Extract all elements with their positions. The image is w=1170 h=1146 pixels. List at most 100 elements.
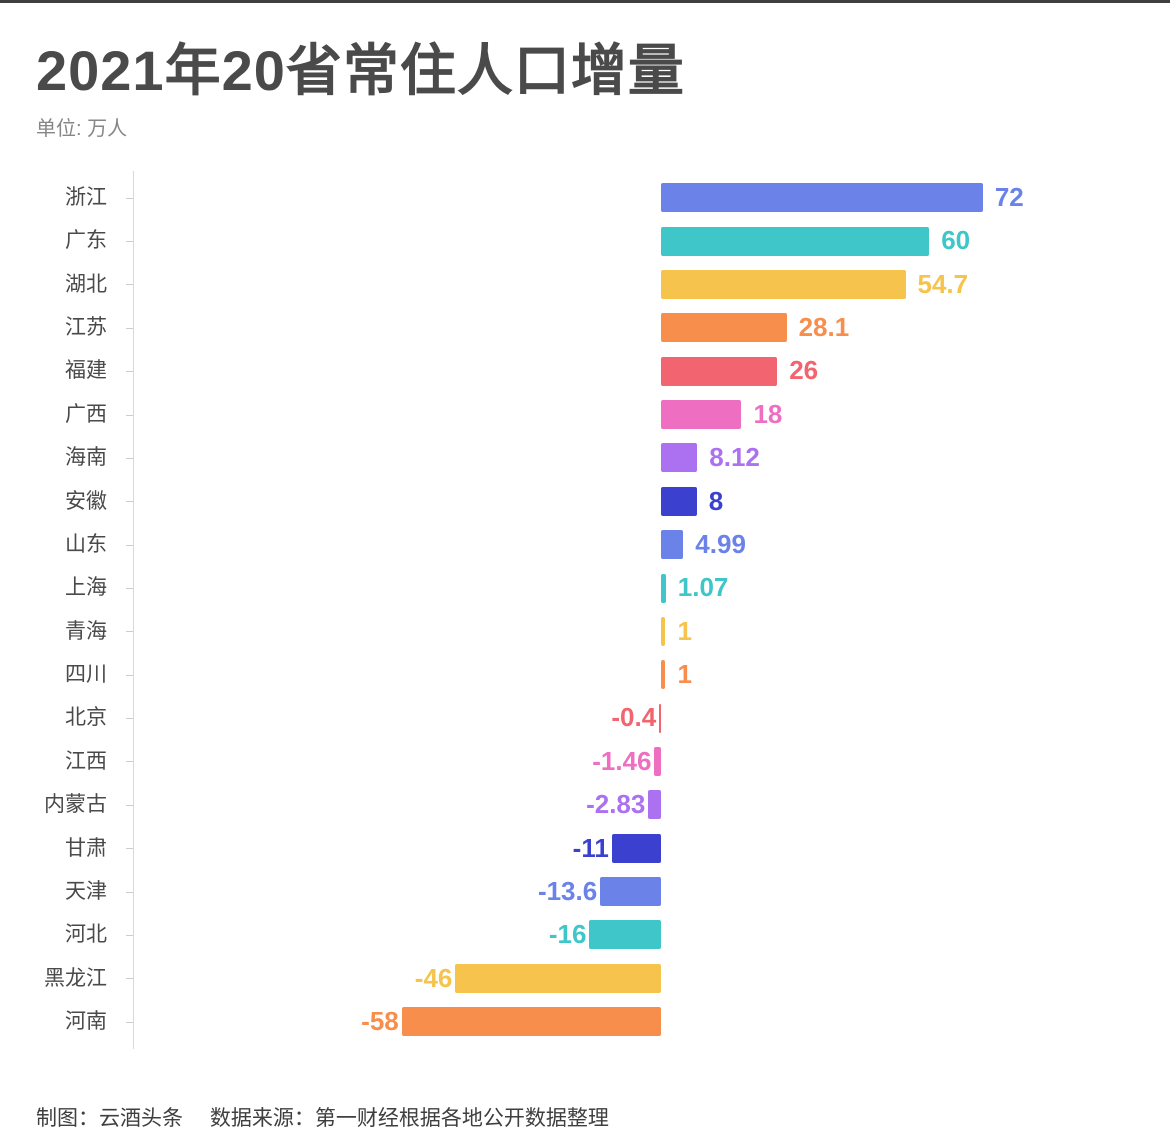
bar-row: 北京 -0.4 xyxy=(0,696,1170,739)
value-label: -2.83 xyxy=(586,789,646,820)
category-label: 江西 xyxy=(65,749,107,773)
value-label: 26 xyxy=(789,355,819,386)
bar xyxy=(661,660,666,690)
category-label: 广东 xyxy=(65,229,107,253)
top-edge-strip xyxy=(0,0,1170,3)
axis-tick xyxy=(126,371,133,373)
axis-tick xyxy=(126,457,133,459)
bar-row: 四川 1 xyxy=(0,653,1170,696)
bar-row: 河南 -58 xyxy=(0,1000,1170,1043)
bar-row: 广东 60 xyxy=(0,219,1170,262)
bar-row: 江苏 28.1 xyxy=(0,306,1170,349)
chart-title: 2021年20省常住人口增量 xyxy=(36,39,685,102)
value-label: -46 xyxy=(414,962,453,993)
category-label: 天津 xyxy=(65,879,107,903)
axis-tick xyxy=(126,241,133,243)
value-label: -16 xyxy=(548,919,587,950)
category-label: 山东 xyxy=(65,532,107,556)
value-label: 1 xyxy=(677,615,692,646)
value-label: -58 xyxy=(361,1006,399,1037)
bar xyxy=(661,486,697,516)
value-label: -0.4 xyxy=(611,702,657,733)
value-label: 8.12 xyxy=(709,442,760,473)
bar xyxy=(589,920,661,950)
bar-row: 河北 -16 xyxy=(0,913,1170,956)
axis-tick xyxy=(126,718,133,720)
category-label: 浙江 xyxy=(65,186,107,209)
bar-row: 山东 4.99 xyxy=(0,523,1170,566)
axis-tick xyxy=(126,327,133,329)
category-label: 黑龙江 xyxy=(44,966,107,990)
category-label: 上海 xyxy=(65,576,107,600)
axis-tick xyxy=(126,1021,133,1023)
bar xyxy=(600,877,661,907)
bar xyxy=(611,833,661,863)
bar xyxy=(661,400,742,430)
bar-row: 江西 -1.46 xyxy=(0,740,1170,783)
bar xyxy=(661,573,666,603)
bar xyxy=(661,183,983,213)
bar-row: 天津 -13.6 xyxy=(0,870,1170,913)
bar xyxy=(661,313,787,343)
bar-row: 上海 1.07 xyxy=(0,566,1170,609)
category-label: 四川 xyxy=(65,663,107,687)
value-label: 54.7 xyxy=(917,268,969,299)
bar xyxy=(661,226,930,256)
axis-tick xyxy=(126,891,133,893)
bar xyxy=(661,616,666,646)
value-label: 8 xyxy=(708,485,724,516)
bar xyxy=(661,443,698,473)
axis-tick xyxy=(126,284,133,286)
bar-row: 内蒙古 -2.83 xyxy=(0,783,1170,826)
axis-tick xyxy=(126,804,133,806)
footer-credit: 制图：云酒头条 数据来源：第一财经根据各地公开数据整理 xyxy=(36,1107,609,1130)
bar xyxy=(661,269,906,299)
bar-row: 海南 8.12 xyxy=(0,436,1170,479)
bar-row: 湖北 54.7 xyxy=(0,263,1170,306)
category-label: 河南 xyxy=(65,1010,107,1034)
bar xyxy=(455,963,661,993)
axis-tick xyxy=(126,588,133,589)
axis-tick xyxy=(126,761,133,763)
value-label: -1.46 xyxy=(592,745,652,776)
unit-label: 单位: 万人 xyxy=(36,118,128,140)
value-label: 28.1 xyxy=(798,312,850,343)
bar-row: 黑龙江 -46 xyxy=(0,957,1170,1000)
value-label: 60 xyxy=(941,225,971,256)
category-label: 内蒙古 xyxy=(44,793,107,817)
axis-tick xyxy=(126,978,133,980)
category-label: 海南 xyxy=(65,446,107,470)
category-label: 江苏 xyxy=(65,316,107,340)
category-label: 河北 xyxy=(65,923,107,947)
bar xyxy=(654,746,661,776)
bar-row: 浙江 72 xyxy=(0,176,1170,219)
bar-chart: 浙江 72 广东 60 湖北 54.7 江苏 28.1 福建 26 广西 18 海南 8.12 安徽 8 山东 4… xyxy=(0,171,1170,1049)
category-label: 福建 xyxy=(65,359,107,383)
axis-tick xyxy=(126,501,133,503)
bar xyxy=(661,356,778,386)
axis-tick xyxy=(126,934,133,936)
bar-row: 安徽 8 xyxy=(0,480,1170,523)
category-label: 北京 xyxy=(65,706,107,730)
bar-row: 青海 1 xyxy=(0,610,1170,653)
bar-row: 福建 26 xyxy=(0,349,1170,392)
value-label: 18 xyxy=(753,398,783,429)
bar xyxy=(659,703,661,733)
category-label: 安徽 xyxy=(65,489,107,513)
value-label: -13.6 xyxy=(537,875,598,906)
category-label: 青海 xyxy=(65,619,107,643)
category-label: 湖北 xyxy=(65,272,107,296)
category-label: 广西 xyxy=(65,402,107,426)
axis-tick xyxy=(126,414,133,416)
axis-tick xyxy=(126,544,133,546)
value-label: 1 xyxy=(677,659,692,690)
axis-tick xyxy=(126,197,133,199)
value-label: 4.99 xyxy=(695,528,746,559)
value-label: 72 xyxy=(994,182,1024,212)
axis-tick xyxy=(126,674,133,676)
bar xyxy=(661,530,684,560)
value-label: 1.07 xyxy=(677,572,729,603)
value-label: -11 xyxy=(572,832,609,863)
category-label: 甘肃 xyxy=(65,836,107,860)
bar xyxy=(648,790,661,820)
